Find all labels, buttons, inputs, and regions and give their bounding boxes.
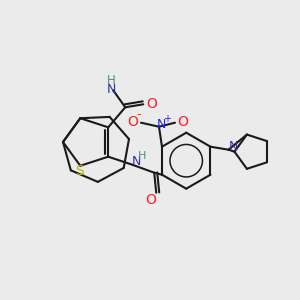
Text: N: N [156, 118, 166, 131]
Text: O: O [146, 97, 157, 111]
Text: H: H [138, 151, 146, 161]
Text: +: + [163, 114, 171, 124]
Text: N: N [106, 83, 116, 96]
Text: S: S [75, 164, 84, 178]
Text: N: N [131, 155, 141, 168]
Text: O: O [128, 115, 138, 129]
Text: N: N [229, 140, 238, 153]
Text: O: O [145, 193, 156, 207]
Text: -: - [137, 108, 141, 121]
Text: H: H [107, 74, 116, 87]
Text: O: O [178, 115, 188, 129]
